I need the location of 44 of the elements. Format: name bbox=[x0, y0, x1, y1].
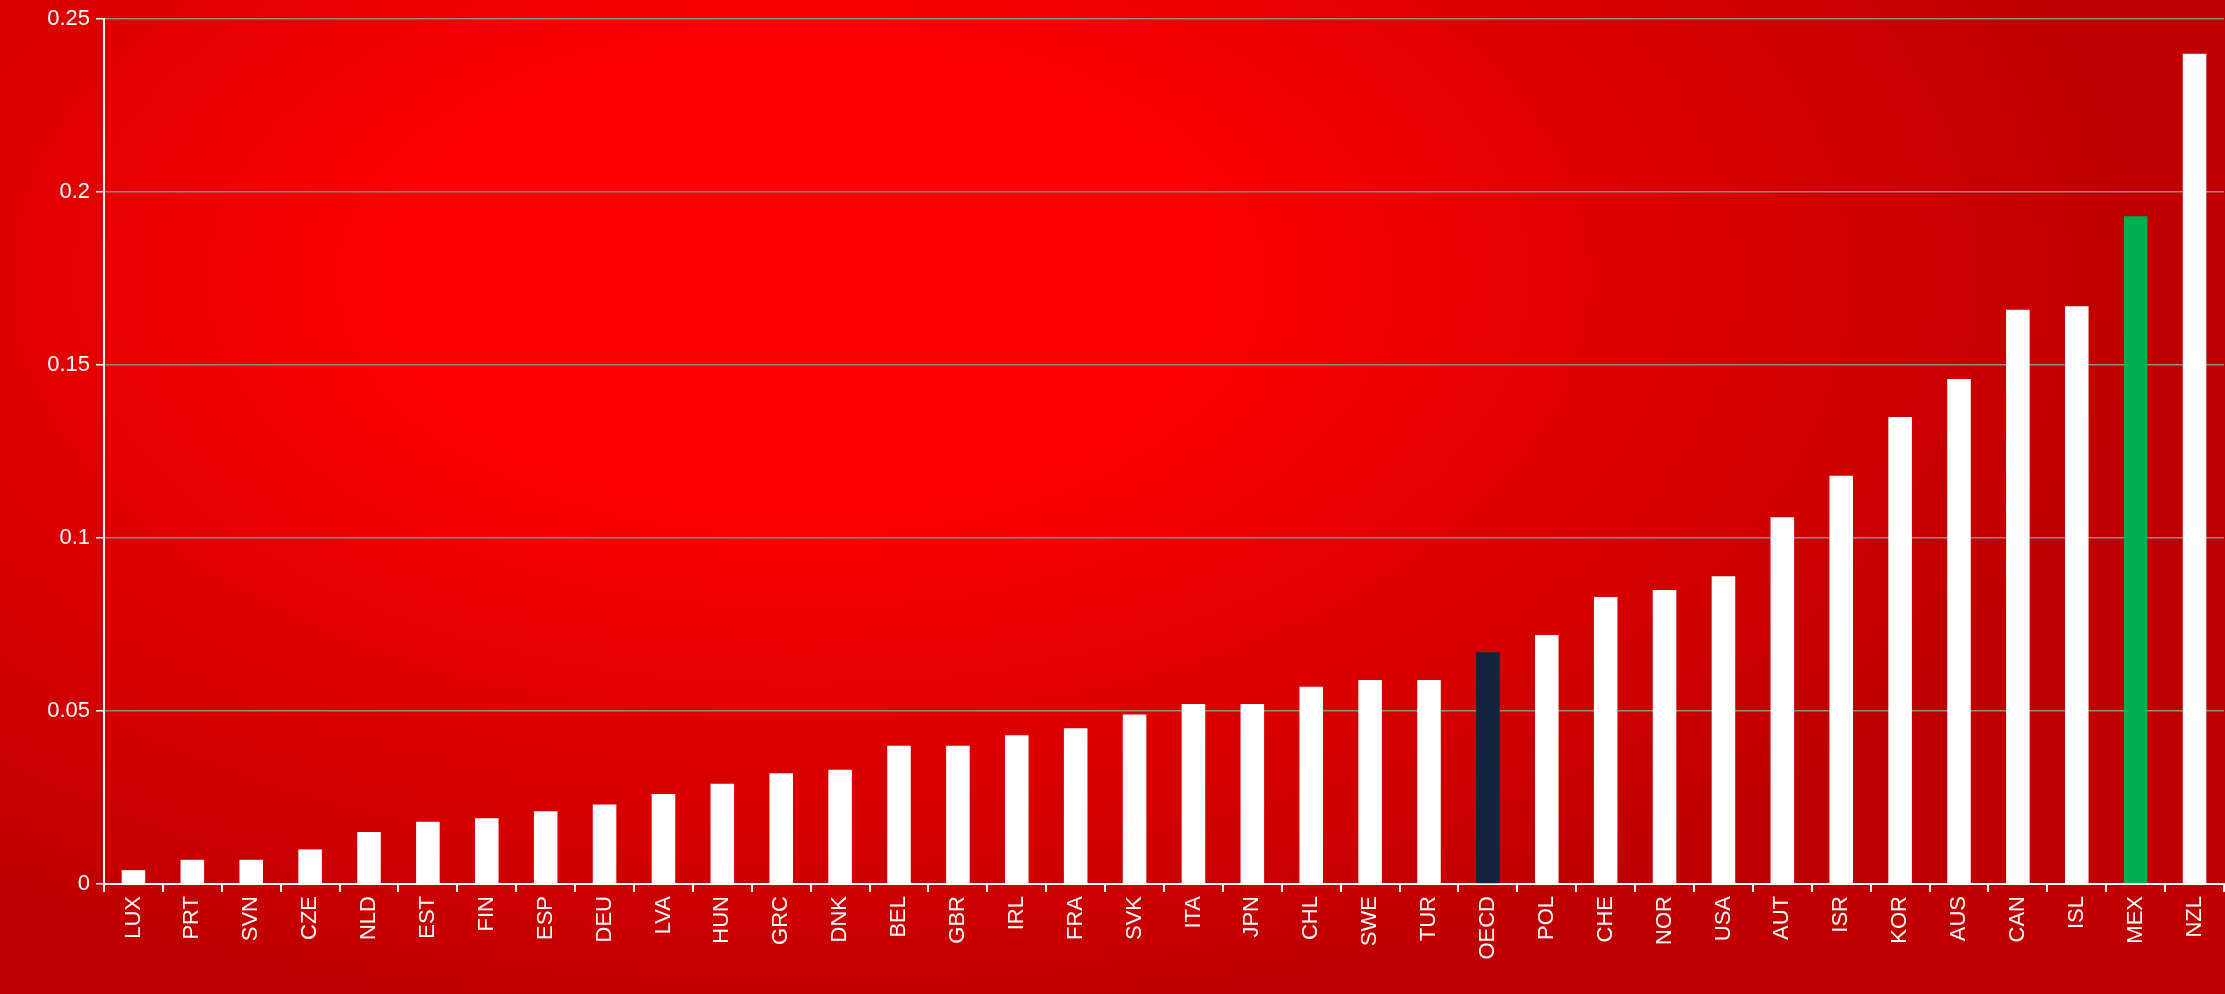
x-tick-label: GRC bbox=[767, 895, 793, 945]
x-tick-label: ITA bbox=[1179, 895, 1205, 929]
x-tick-label: DEU bbox=[590, 896, 616, 943]
x-tick-label: BEL bbox=[885, 896, 911, 938]
bar bbox=[1476, 652, 1500, 884]
x-tick-label: USA bbox=[1709, 895, 1735, 942]
x-tick-label: MEX bbox=[2121, 895, 2147, 944]
x-tick-label: AUS bbox=[1945, 896, 1971, 942]
y-tick-label: 0.1 bbox=[59, 524, 90, 550]
x-tick-label: CHL bbox=[1297, 896, 1323, 941]
x-tick-label: POL bbox=[1532, 896, 1558, 941]
x-tick-label: IRL bbox=[1002, 896, 1028, 931]
x-tick-label: SWE bbox=[1356, 896, 1382, 947]
y-tick-label: 0 bbox=[77, 870, 90, 896]
x-tick-label: CHE bbox=[1591, 896, 1617, 943]
x-tick-label: EST bbox=[413, 896, 439, 939]
x-tick-label: TUR bbox=[1415, 896, 1441, 942]
x-tick-label: SVK bbox=[1120, 895, 1146, 941]
y-tick-label: 0.2 bbox=[59, 178, 90, 204]
y-tick-label: 0.25 bbox=[47, 5, 90, 31]
x-tick-label: ESP bbox=[531, 896, 557, 941]
x-tick-label: FIN bbox=[472, 896, 498, 932]
x-tick-label: NOR bbox=[1650, 896, 1676, 945]
x-tick-label: AUT bbox=[1768, 896, 1794, 940]
x-tick-label: JPN bbox=[1238, 896, 1264, 938]
x-tick-label: PRT bbox=[178, 896, 204, 940]
y-tick-label: 0.05 bbox=[47, 697, 90, 723]
x-tick-label: SVN bbox=[237, 896, 263, 942]
x-tick-label: CAN bbox=[2003, 896, 2029, 943]
x-tick-label: ISL bbox=[2062, 896, 2088, 930]
x-tick-label: DNK bbox=[826, 895, 852, 943]
y-tick-label: 0.15 bbox=[47, 351, 90, 377]
x-tick-label: NZL bbox=[2180, 896, 2206, 938]
x-tick-label: ISR bbox=[1827, 896, 1853, 933]
x-tick-label: NLD bbox=[355, 896, 381, 941]
x-tick-label: OECD bbox=[1473, 896, 1499, 960]
x-tick-label: FRA bbox=[1061, 895, 1087, 940]
x-tick-label: LUX bbox=[119, 895, 145, 939]
bar bbox=[2123, 216, 2148, 884]
x-tick-label: CZE bbox=[296, 896, 322, 940]
x-tick-label: KOR bbox=[1886, 896, 1912, 944]
x-tick-label: LVA bbox=[649, 895, 675, 935]
x-tick-label: GBR bbox=[943, 896, 969, 944]
x-tick-label: HUN bbox=[708, 896, 734, 944]
